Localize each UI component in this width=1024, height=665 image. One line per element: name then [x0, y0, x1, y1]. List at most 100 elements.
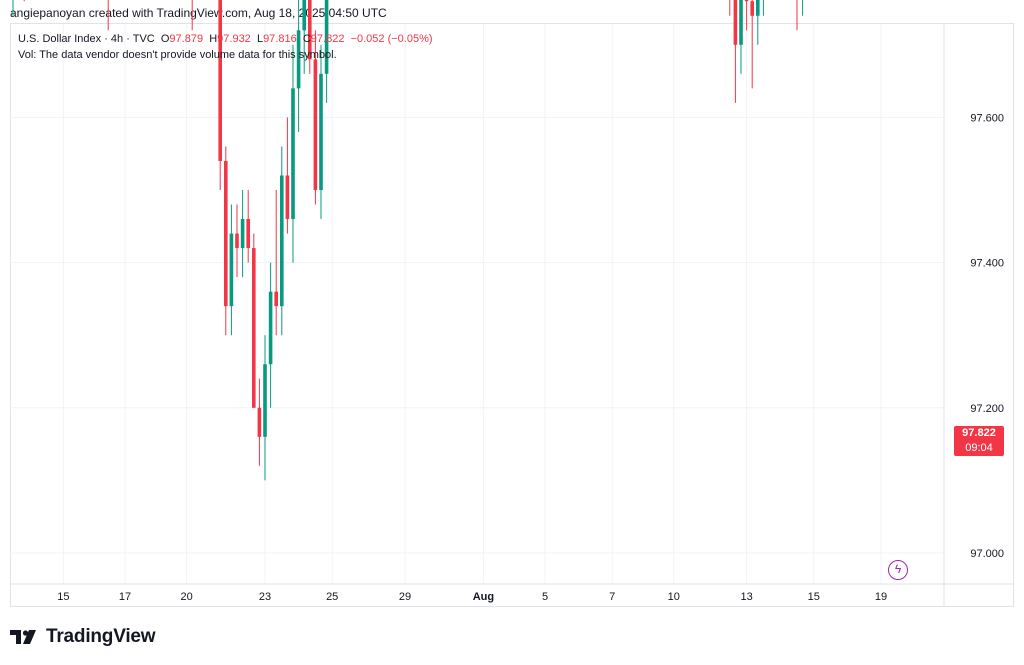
candle[interactable] [728, 0, 732, 16]
candle-body [324, 0, 329, 74]
candle[interactable] [308, 0, 312, 74]
candle-body [246, 219, 250, 249]
candle[interactable] [313, 30, 318, 205]
candle-body [285, 175, 290, 220]
candle[interactable] [296, 0, 301, 132]
time-tick-label: 15 [57, 591, 69, 603]
low-value: 97.816 [263, 33, 297, 45]
time-tick-label: 15 [808, 591, 820, 603]
time-tick-label: 29 [399, 591, 411, 603]
candle-body [257, 407, 262, 437]
candle-body [252, 248, 256, 408]
candle[interactable] [739, 0, 743, 74]
price-axis[interactable]: 97.00097.20097.40097.60097.80098.00098.2… [964, 0, 1004, 560]
tradingview-brand[interactable]: TradingView [10, 626, 156, 648]
axis-separators [10, 24, 1013, 606]
time-tick-label: 10 [668, 591, 680, 603]
candle[interactable] [302, 0, 306, 74]
chart-pane[interactable] [10, 23, 1014, 607]
time-tick-label: 7 [609, 591, 615, 603]
symbol-title[interactable]: U.S. Dollar Index · 4h · TVC [18, 33, 155, 45]
candle[interactable] [733, 0, 738, 103]
candle-body [308, 0, 312, 60]
price-tick-label: 97.000 [970, 548, 1004, 560]
candle[interactable] [106, 0, 110, 31]
bar-countdown: 09:04 [965, 442, 993, 454]
close-label: C [302, 33, 311, 45]
candle-body [291, 88, 295, 220]
high-label: H [209, 33, 218, 45]
candle-body [235, 233, 239, 249]
candle-body [229, 233, 234, 307]
candles[interactable] [11, 0, 821, 481]
created-by-caption: angiepanoyan created with TradingView.co… [10, 6, 387, 20]
time-axis[interactable]: 15 17 20 23 25 29 Aug 5 7 10 13 15 19 [57, 591, 887, 603]
candle[interactable] [218, 0, 222, 190]
time-tick-label: 17 [119, 591, 131, 603]
candle[interactable] [274, 190, 278, 336]
candle-body [218, 0, 222, 161]
price-tick-label: 97.200 [970, 403, 1004, 415]
symbol-legend[interactable]: U.S. Dollar Index · 4h · TVC O97.879 H97… [18, 33, 433, 45]
candle-body [313, 59, 318, 190]
low-label: L [256, 33, 264, 45]
candle[interactable] [285, 117, 290, 234]
time-tick-label: 19 [875, 591, 887, 603]
candle-body [268, 291, 273, 365]
candle-body [224, 160, 228, 307]
candle[interactable] [190, 0, 194, 31]
candle-body [750, 1, 754, 16]
change-value: −0.052 (−0.05%) [350, 33, 433, 45]
last-price-value: 97.822 [962, 427, 996, 439]
time-tick-label: 23 [259, 591, 271, 603]
candle[interactable] [246, 190, 250, 263]
candle[interactable] [750, 0, 754, 89]
candle-body [274, 291, 278, 307]
candle[interactable] [240, 190, 245, 278]
open-value: 97.879 [169, 33, 204, 45]
price-tick-label: 97.400 [970, 258, 1004, 270]
candle[interactable] [291, 44, 295, 263]
candle[interactable] [324, 0, 329, 103]
lightning-bolt-icon[interactable]: ϟ [888, 560, 908, 580]
volume-note: Vol: The data vendor doesn't provide vol… [18, 49, 337, 61]
candle[interactable] [11, 0, 15, 16]
tradingview-logo-icon [10, 628, 40, 646]
candle-body [302, 0, 306, 31]
grid-lines [10, 24, 944, 584]
candle-body [296, 30, 301, 89]
time-tick-label: 5 [542, 591, 548, 603]
candle[interactable] [229, 204, 234, 336]
open-label: O [160, 33, 170, 45]
candle-body [733, 0, 738, 45]
time-tick-label: 25 [326, 591, 338, 603]
candle[interactable] [257, 378, 262, 466]
candle[interactable] [252, 233, 256, 408]
time-tick-label: 20 [180, 591, 192, 603]
candle[interactable] [319, 44, 323, 220]
tradingview-wordmark: TradingView [46, 626, 156, 647]
candle-body [744, 0, 749, 2]
candle[interactable] [756, 0, 760, 45]
close-value: 97.822 [310, 33, 345, 45]
candle[interactable] [22, 0, 26, 2]
candle[interactable] [795, 0, 799, 31]
time-tick-label: Aug [473, 591, 494, 603]
candle[interactable] [263, 335, 267, 481]
candle[interactable] [224, 146, 228, 336]
candle-body [739, 0, 743, 45]
candle[interactable] [235, 204, 239, 278]
candle[interactable] [801, 0, 805, 16]
high-value: 97.932 [217, 33, 251, 45]
candle[interactable] [762, 0, 766, 16]
last-price-badge: 97.822 09:04 [954, 426, 1004, 456]
candle-body [756, 0, 760, 16]
candle-body [319, 73, 323, 190]
candle-body [280, 175, 284, 307]
candle[interactable] [268, 262, 273, 408]
time-tick-label: 13 [740, 591, 752, 603]
candle[interactable] [744, 0, 749, 31]
candle[interactable] [280, 146, 284, 336]
candle-body [240, 219, 245, 249]
